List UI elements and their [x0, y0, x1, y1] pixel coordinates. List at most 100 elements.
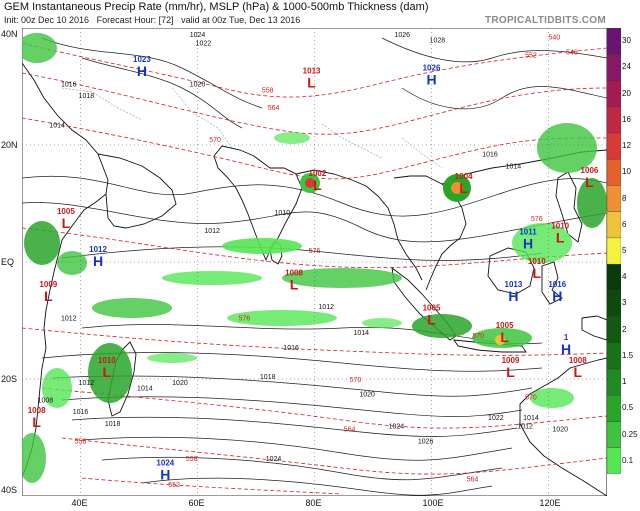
low-pressure-letter: L [103, 364, 112, 380]
legend-swatch [607, 185, 621, 212]
legend-swatch [607, 159, 621, 186]
isobar-label: 1016 [482, 152, 498, 159]
thickness-label: 558 [186, 456, 198, 463]
latitude-label: 40N [1, 29, 18, 39]
low-pressure-letter: L [573, 364, 582, 380]
thickness-label: 546 [566, 49, 578, 56]
low-pressure-letter: L [585, 174, 594, 190]
legend-swatch [607, 106, 621, 134]
precip-patches [22, 33, 607, 483]
coastline-new-guinea [581, 315, 607, 341]
isobar-label: 1016 [283, 345, 299, 352]
thickness-label: 570 [209, 137, 221, 144]
low-pressure-letter: L [313, 177, 322, 193]
low-pressure-value: 1006 [581, 166, 599, 175]
longitude-label: 100E [422, 498, 444, 508]
coastline-australia [519, 357, 607, 496]
isobar-label: 1022 [488, 415, 504, 422]
legend-swatch [607, 421, 621, 448]
legend-label: 4 [622, 272, 627, 282]
isobar-label: 1014 [137, 386, 153, 393]
isobar-label: 1026 [418, 438, 434, 445]
legend-label: 6 [622, 219, 627, 229]
legend-label: 10 [622, 167, 631, 177]
legend-swatch [607, 80, 621, 107]
isobar-label: 1024 [389, 424, 405, 431]
legend-swatch [607, 263, 621, 291]
high-pressure-letter: H [508, 288, 518, 304]
low-pressure-letter: L [307, 75, 316, 91]
thickness-label: 552 [168, 482, 180, 489]
legend-swatch [607, 132, 621, 160]
low-pressure-value: 1013 [303, 67, 321, 76]
low-pressure-letter: L [44, 288, 53, 304]
high-pressure-value: 1013 [505, 280, 523, 289]
isobar-label: 1020 [172, 380, 188, 387]
latitude-label: 40S [1, 485, 18, 495]
isobar-label: 1018 [79, 93, 95, 100]
valid-time: valid at 00z Tue, Dec 13 2016 [181, 15, 301, 25]
brand-logo: TROPICALTIDBITS.COM [484, 15, 606, 26]
longitude-label: 80E [305, 498, 322, 508]
coastline-africa-arabia [22, 62, 109, 477]
low-pressure-value: 1010 [551, 222, 569, 231]
high-pressure-value: 1024 [156, 459, 174, 468]
map-header: GEM Instantaneous Precip Rate (mm/hr), M… [0, 0, 640, 28]
high-pressure-letter: H [160, 467, 170, 483]
isobar-label: 1012 [79, 380, 95, 387]
coastline-sumatra [391, 266, 457, 341]
legend-swatch [607, 54, 621, 81]
low-pressure-value: 1005 [57, 207, 75, 216]
isobar-label: 1018 [260, 374, 276, 381]
longitude-label: 40E [71, 498, 88, 508]
legend-swatch [607, 237, 621, 265]
low-pressure-letter: L [556, 230, 565, 246]
legend-label: 5 [622, 246, 627, 255]
isobar-label: 1014 [49, 122, 65, 129]
thickness-label: 564 [467, 476, 479, 483]
high-pressure-letter: H [93, 253, 103, 269]
low-pressure-letter: L [290, 276, 299, 292]
legend-swatch [607, 28, 621, 55]
legend-label: 16 [622, 114, 631, 124]
forecast-hour: Forecast Hour: [72] [96, 15, 174, 25]
legend-swatch [607, 368, 621, 396]
isobar-label: 1012 [204, 228, 220, 235]
legend-swatch [607, 342, 621, 370]
low-pressure-value: 1008 [285, 268, 303, 277]
high-pressure-letter: H [426, 72, 436, 88]
coastline-sulawesi [541, 261, 563, 305]
legend-label: 0.5 [622, 403, 634, 413]
coastline-bay-bengal-east [295, 169, 423, 281]
high-pressure-letter: H [523, 236, 533, 252]
thickness-label: 564 [344, 427, 356, 434]
high-pressure-value: 1026 [423, 64, 441, 73]
isobar-label: 1016 [61, 82, 77, 89]
low-pressure-value: 1002 [309, 169, 327, 178]
legend-label: 3 [622, 298, 627, 308]
low-pressure-value: 1005 [423, 304, 441, 313]
isobar-label: 1014 [354, 330, 370, 337]
low-pressure-value: 1008 [569, 356, 587, 365]
contour-labels: 1024102210261028102010161018101410161014… [31, 28, 578, 489]
coastline-philippines [555, 171, 583, 243]
legend-label: 0.25 [622, 429, 638, 439]
isobar-label: 1008 [38, 397, 54, 404]
latitude-label: EQ [1, 257, 15, 267]
low-pressure-value: 1005 [496, 321, 514, 330]
thickness-label: 552 [31, 28, 43, 30]
thickness-label: 540 [549, 35, 561, 42]
isobar-label: 1014 [506, 163, 522, 170]
low-pressure-value: 1008 [28, 406, 46, 415]
low-pressure-value: 1004 [455, 172, 473, 181]
high-pressure-value: 1023 [133, 55, 151, 64]
low-pressure-letter: L [459, 180, 468, 196]
isobar-label: 1024 [190, 32, 206, 39]
high-pressure-value: 1 [564, 333, 569, 342]
isobar-label: 1020 [359, 392, 375, 399]
isobar-label: 1010 [275, 210, 291, 217]
legend-swatch [607, 395, 621, 422]
low-pressure-letter: L [62, 215, 71, 231]
thickness-label: 558 [262, 87, 274, 94]
